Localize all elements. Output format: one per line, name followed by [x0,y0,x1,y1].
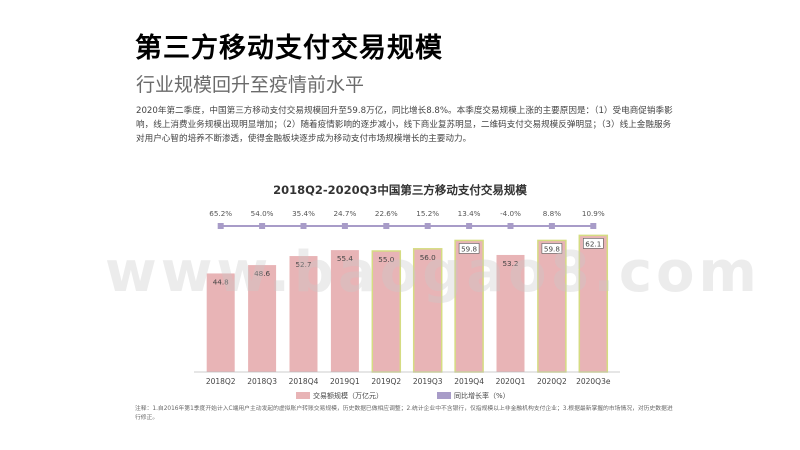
growth-marker [383,223,390,229]
bar [412,248,443,373]
bar [330,250,359,372]
bar-label: 59.8 [461,244,477,253]
bar [289,256,318,372]
bar-label: 59.8 [544,244,560,253]
x-tick-label: 2019Q3 [413,377,443,386]
footnote: 注释：1.自2016年第1季度开始计入C端用户主动发起的虚拟账户转账交易规模，历… [135,406,673,421]
growth-label: -4.0% [500,209,521,218]
growth-label: 13.4% [458,209,481,218]
growth-label: 15.2% [416,209,439,218]
bar-label: 62.1 [585,239,601,248]
growth-label: 10.9% [582,209,605,218]
bar-label: 56.0 [420,253,436,262]
legend-label-bar: 交易额规模（万亿元） [313,391,383,400]
bar [537,239,567,373]
growth-marker [507,223,514,229]
growth-marker [590,223,597,229]
growth-label: 24.7% [333,209,356,218]
growth-marker [259,223,266,229]
bar-label-box [541,243,563,254]
growth-label: 8.8% [543,209,561,218]
chart-title: 2018Q2-2020Q3中国第三方移动支付交易规模 [273,183,527,197]
growth-label: 54.0% [251,209,274,218]
x-tick-label: 2018Q2 [206,377,236,386]
growth-marker [424,223,431,229]
x-tick-label: 2019Q2 [371,377,401,386]
x-tick-label: 2018Q3 [247,377,277,386]
x-tick-label: 2020Q1 [496,377,526,386]
growth-marker [466,223,473,229]
bar [206,273,235,372]
bar-label: 48.6 [254,269,270,278]
bar-label: 55.0 [378,255,394,264]
x-tick-label: 2019Q4 [454,377,484,386]
bar-label-box [582,238,604,249]
page-title: 第三方移动支付交易规模 [135,33,443,64]
page-subtitle: 行业规模回升至疫情前水平 [136,74,365,96]
bar-label: 52.7 [295,260,311,269]
x-tick-label: 2020Q3e [576,377,611,386]
bar [248,265,277,372]
growth-marker [217,223,224,229]
growth-marker [548,223,555,229]
growth-label: 65.2% [209,209,232,218]
bar-label: 55.4 [337,254,353,263]
legend-label-line: 同比增长率（%） [454,391,510,400]
bar [454,239,484,373]
bar [578,234,609,373]
x-tick-label: 2019Q1 [330,377,360,386]
bar [371,250,402,373]
growth-marker [341,223,348,229]
growth-marker [300,223,307,229]
legend-swatch-bar [296,392,310,399]
bar [496,254,525,372]
x-tick-label: 2020Q2 [537,377,567,386]
legend-swatch-line [437,392,451,399]
bar-label-box [458,243,480,254]
description-text: 2020年第二季度，中国第三方移动支付交易规模回升至59.8万亿，同比增长8.8… [136,106,673,144]
bar-label: 44.8 [213,277,229,286]
growth-label: 22.6% [375,209,398,218]
bar-label: 53.2 [502,259,518,268]
x-tick-label: 2018Q4 [289,377,319,386]
growth-label: 35.4% [292,209,315,218]
